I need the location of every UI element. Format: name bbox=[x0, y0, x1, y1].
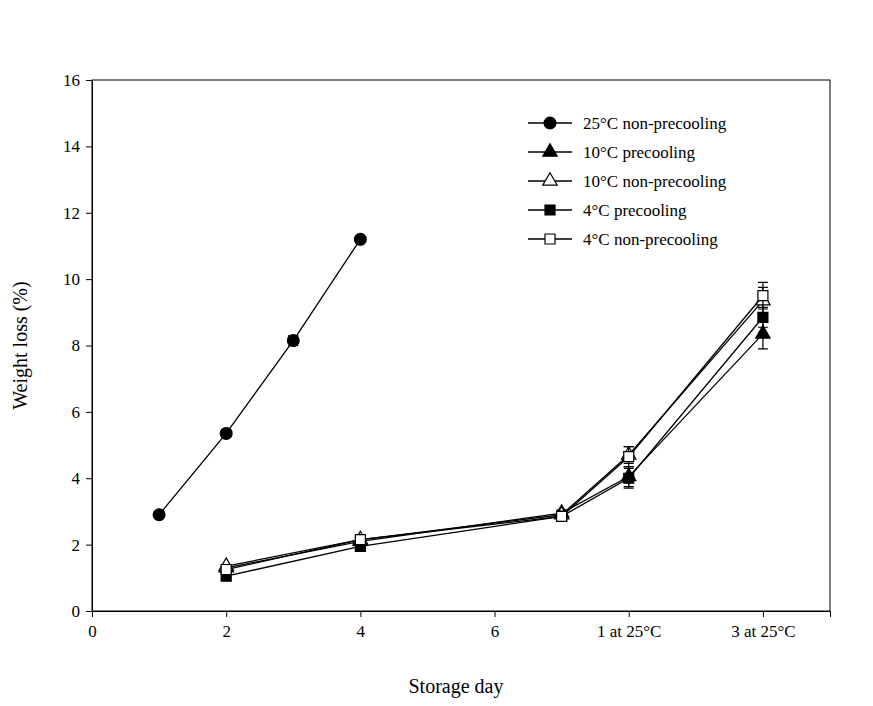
error-bar bbox=[624, 447, 634, 467]
marker bbox=[758, 291, 768, 301]
marker bbox=[221, 565, 231, 575]
y-tick-mark bbox=[86, 80, 92, 81]
y-tick-label: 12 bbox=[63, 204, 80, 223]
y-tick-mark bbox=[86, 346, 92, 347]
x-tick: 6 bbox=[491, 611, 500, 641]
x-tick-label: 0 bbox=[88, 622, 97, 641]
legend-item: 10°C non-precooling bbox=[528, 172, 727, 191]
legend-label: 10°C precooling bbox=[583, 143, 696, 162]
legend-label: 4°C non-precooling bbox=[583, 230, 718, 249]
legend-label: 25°C non-precooling bbox=[583, 114, 727, 133]
y-tick-mark bbox=[86, 611, 92, 612]
error-bar bbox=[288, 336, 298, 346]
legend-marker bbox=[545, 205, 555, 215]
x-tick-label: 4 bbox=[357, 622, 366, 641]
y-tick-label: 8 bbox=[72, 336, 81, 355]
y-tick-mark bbox=[86, 412, 92, 413]
marker bbox=[624, 452, 634, 462]
error-bar bbox=[624, 468, 634, 488]
y-tick-label: 10 bbox=[63, 270, 80, 289]
marker bbox=[220, 428, 232, 440]
marker bbox=[355, 535, 365, 545]
chart: 0 2 4 6 1 at 25°C 3 at 25°C 0 2 4 6 8 10 12 14 16 Stora… bbox=[0, 0, 873, 706]
legend-marker bbox=[543, 173, 557, 185]
y-tick: 8 bbox=[72, 336, 93, 355]
series-line bbox=[226, 334, 763, 568]
series-line bbox=[159, 239, 360, 514]
y-axis: 0 2 4 6 8 10 12 14 16 bbox=[63, 71, 93, 621]
y-tick: 14 bbox=[63, 137, 92, 156]
y-tick-label: 14 bbox=[63, 137, 81, 156]
marker bbox=[758, 312, 768, 322]
plot-area bbox=[153, 233, 770, 581]
x-tick-mark bbox=[763, 611, 764, 617]
y-axis-line bbox=[86, 81, 93, 612]
marker bbox=[624, 473, 634, 483]
marker bbox=[354, 233, 366, 245]
y-tick-mark bbox=[86, 279, 92, 280]
x-tick-mark bbox=[226, 611, 227, 617]
x-tick-label: 2 bbox=[222, 622, 231, 641]
legend-marker bbox=[545, 234, 555, 244]
marker bbox=[287, 335, 299, 347]
y-tick-label: 16 bbox=[63, 71, 80, 90]
marker bbox=[557, 511, 567, 521]
x-axis: 0 2 4 6 1 at 25°C 3 at 25°C bbox=[88, 611, 830, 641]
error-bar bbox=[758, 307, 768, 327]
legend-label: 4°C precooling bbox=[583, 201, 687, 220]
x-tick-mark bbox=[360, 611, 361, 617]
x-tick-mark bbox=[629, 611, 630, 617]
legend-item: 4°C precooling bbox=[528, 201, 687, 220]
series-line bbox=[226, 296, 763, 570]
legend: 25°C non-precooling 10°C precooling 10°C n… bbox=[528, 114, 727, 249]
x-tick: 4 bbox=[357, 611, 366, 641]
y-tick: 0 bbox=[72, 602, 93, 621]
y-tick-mark bbox=[86, 545, 92, 546]
error-bar bbox=[557, 511, 567, 521]
legend-item: 4°C non-precooling bbox=[528, 230, 718, 249]
y-tick: 4 bbox=[72, 469, 93, 488]
x-axis-line bbox=[93, 612, 831, 618]
x-tick-mark bbox=[495, 611, 496, 617]
x-tick: 3 at 25°C bbox=[731, 611, 795, 641]
legend-item: 10°C precooling bbox=[528, 143, 696, 162]
y-tick-label: 0 bbox=[72, 602, 81, 621]
x-tick-label: 6 bbox=[491, 622, 500, 641]
y-tick-mark bbox=[86, 213, 92, 214]
y-tick-label: 4 bbox=[72, 469, 81, 488]
y-tick-mark bbox=[86, 146, 92, 147]
y-tick: 16 bbox=[63, 71, 92, 90]
legend-marker bbox=[543, 144, 557, 156]
legend-label: 10°C non-precooling bbox=[583, 172, 727, 191]
y-tick: 10 bbox=[63, 270, 92, 289]
plot-frame bbox=[92, 80, 830, 611]
error-bar bbox=[758, 282, 768, 309]
y-tick-label: 6 bbox=[72, 403, 81, 422]
y-axis-title: Weight loss (%) bbox=[9, 281, 32, 409]
y-tick-mark bbox=[86, 478, 92, 479]
x-tick: 2 bbox=[222, 611, 231, 641]
x-tick-label: 1 at 25°C bbox=[597, 622, 661, 641]
y-tick: 2 bbox=[72, 536, 93, 555]
x-axis-title: Storage day bbox=[409, 675, 504, 698]
marker bbox=[353, 531, 367, 543]
series-line bbox=[226, 317, 763, 576]
y-tick: 12 bbox=[63, 204, 92, 223]
x-tick: 0 bbox=[88, 611, 97, 641]
legend-item: 25°C non-precooling bbox=[528, 114, 727, 133]
marker bbox=[153, 509, 165, 521]
marker bbox=[353, 533, 367, 545]
x-tick-label: 3 at 25°C bbox=[731, 622, 795, 641]
y-tick: 6 bbox=[72, 403, 93, 422]
legend-marker bbox=[544, 117, 556, 129]
marker bbox=[557, 511, 567, 521]
y-tick-label: 2 bbox=[72, 536, 81, 555]
x-tick: 1 at 25°C bbox=[597, 611, 661, 641]
